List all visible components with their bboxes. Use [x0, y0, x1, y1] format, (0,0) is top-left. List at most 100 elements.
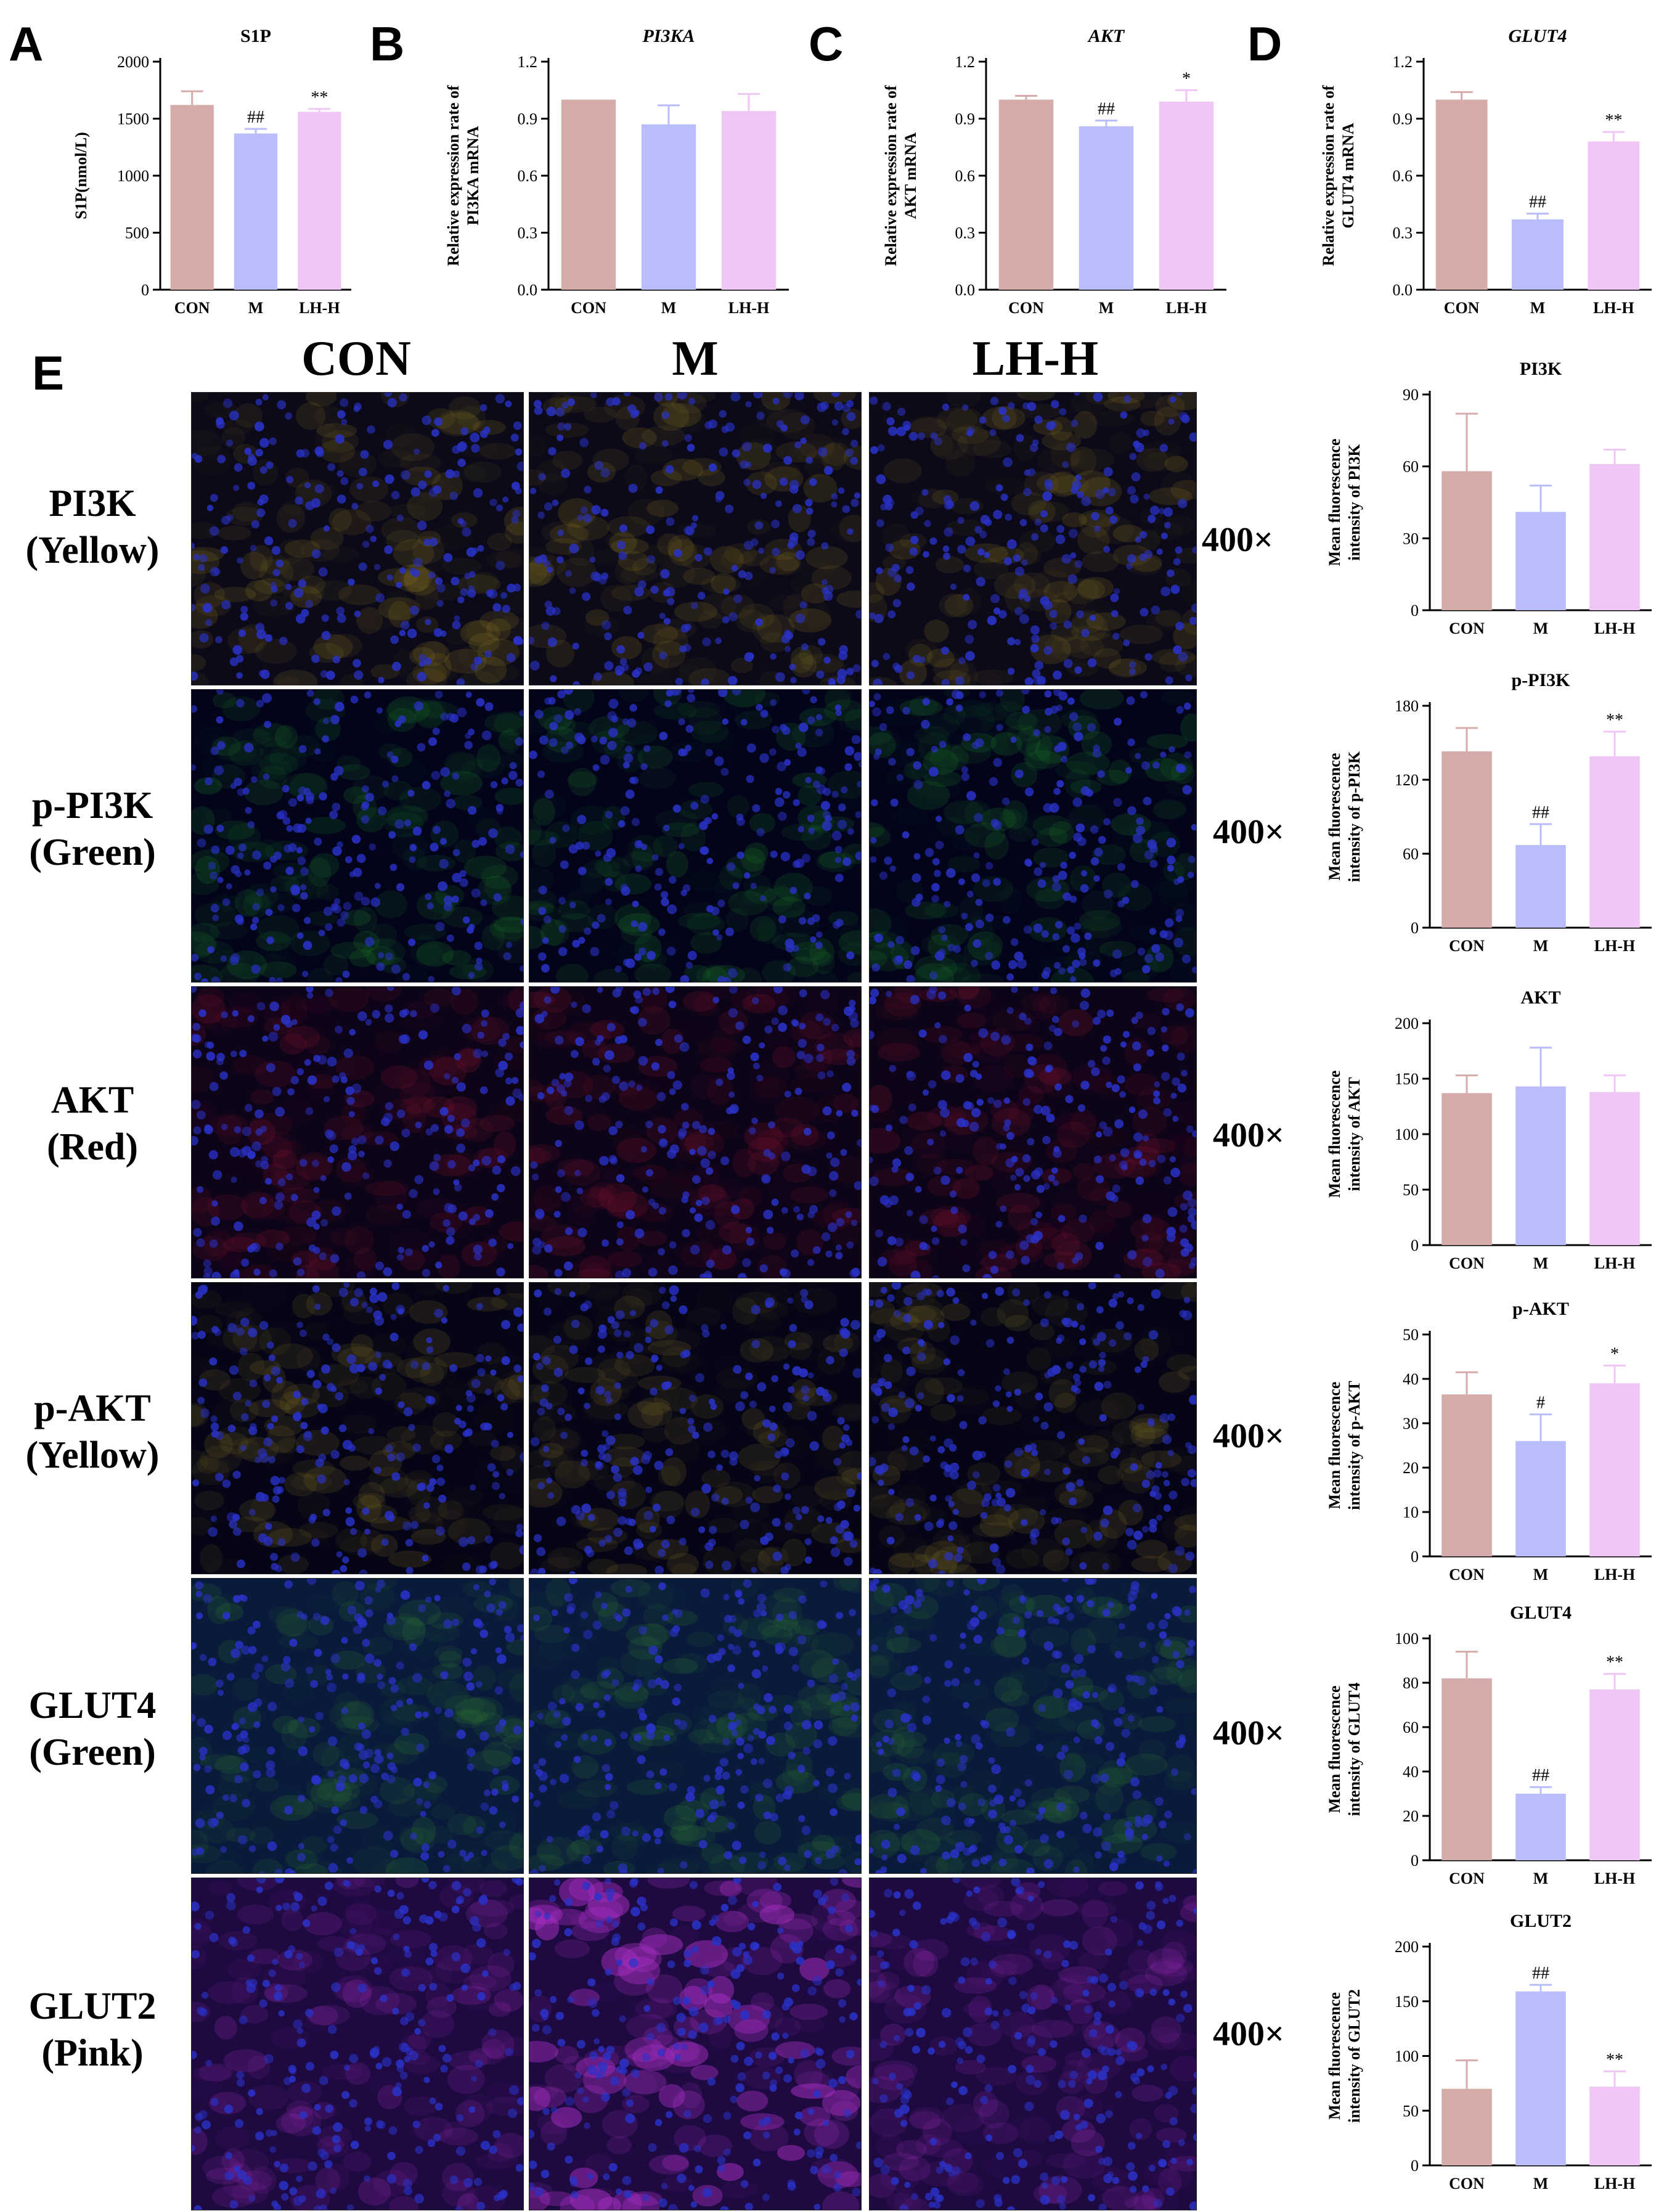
- nucleus: [449, 491, 459, 501]
- tissue-signal: [549, 523, 589, 544]
- nucleus: [818, 447, 828, 457]
- nucleus: [429, 1477, 437, 1486]
- nucleus: [462, 1562, 471, 1571]
- nucleus: [214, 1473, 224, 1482]
- nucleus: [277, 400, 287, 410]
- nucleus: [783, 963, 792, 972]
- tissue-signal: [650, 1177, 694, 1199]
- tissue-signal: [563, 690, 595, 713]
- tissue-signal: [613, 1129, 645, 1155]
- nucleus: [1167, 1413, 1176, 1421]
- tissue-signal: [557, 557, 597, 587]
- tissue-signal: [417, 664, 457, 682]
- tissue-signal: [457, 406, 486, 430]
- y-axis-label: Relative expression rate of: [444, 85, 462, 266]
- nucleus: [593, 672, 602, 681]
- nucleus: [232, 1527, 242, 1536]
- nucleus: [542, 937, 549, 944]
- tissue-signal: [933, 658, 969, 680]
- nucleus: [798, 917, 807, 925]
- nucleus: [778, 915, 786, 923]
- nucleus: [1178, 764, 1187, 774]
- nucleus: [842, 857, 852, 867]
- nucleus: [1153, 1097, 1161, 1105]
- tissue-signal: [1152, 876, 1196, 898]
- nucleus: [565, 1227, 573, 1235]
- nucleus: [1127, 1250, 1137, 1260]
- nucleus: [665, 465, 674, 474]
- nucleus: [769, 566, 776, 574]
- micrograph-texture: [192, 1283, 523, 1574]
- nucleus: [534, 1208, 545, 1219]
- nucleus: [1003, 557, 1012, 566]
- tissue-signal: [222, 696, 261, 722]
- nucleus: [703, 547, 712, 556]
- column-header-m: M: [672, 332, 719, 386]
- nucleus: [263, 1536, 273, 1547]
- nucleus: [1007, 637, 1016, 646]
- nucleus: [700, 795, 709, 804]
- tissue-signal: [629, 734, 671, 754]
- nucleus: [198, 554, 208, 563]
- tissue-signal: [300, 539, 340, 562]
- tissue-signal: [921, 713, 960, 737]
- nucleus: [822, 811, 831, 819]
- tissue-signal: [811, 565, 852, 591]
- nucleus: [410, 1521, 419, 1529]
- nucleus: [736, 817, 745, 827]
- tissue-signal: [279, 1033, 306, 1055]
- tissue-signal: [693, 994, 719, 1016]
- tissue-signal: [1021, 992, 1051, 1012]
- tissue-signal: [411, 1817, 436, 1845]
- nucleus: [1120, 1148, 1130, 1158]
- nucleus: [815, 1013, 824, 1022]
- tissue-signal: [772, 896, 805, 918]
- tissue-signal: [258, 753, 299, 775]
- nucleus: [543, 1460, 551, 1468]
- tissue-signal: [402, 1617, 426, 1647]
- nucleus: [645, 1336, 652, 1344]
- nucleus: [330, 714, 340, 724]
- nucleus: [691, 1121, 701, 1130]
- nucleus: [1148, 1330, 1159, 1340]
- tissue-signal: [358, 1482, 385, 1508]
- tissue-signal: [1079, 1359, 1117, 1375]
- nucleus: [763, 443, 772, 453]
- nucleus: [932, 1275, 939, 1278]
- nucleus: [974, 526, 982, 534]
- nucleus: [590, 735, 598, 743]
- nucleus: [679, 1042, 690, 1052]
- nucleus: [944, 501, 953, 510]
- nucleus: [232, 645, 243, 655]
- nucleus: [1044, 725, 1051, 733]
- nucleus: [262, 1036, 269, 1042]
- nucleus: [340, 1565, 348, 1572]
- tissue-signal: [529, 819, 542, 844]
- nucleus: [271, 1563, 279, 1571]
- nucleus: [599, 737, 608, 745]
- nucleus: [630, 920, 638, 928]
- nucleus: [938, 1035, 947, 1044]
- nucleus: [610, 1465, 619, 1474]
- nucleus: [220, 546, 229, 554]
- nucleus: [630, 1457, 639, 1466]
- nucleus: [655, 486, 663, 494]
- nucleus: [552, 499, 559, 507]
- nucleus: [317, 1474, 327, 1484]
- tissue-signal: [481, 924, 505, 951]
- tissue-signal: [253, 954, 293, 972]
- tissue-signal: [637, 1397, 671, 1416]
- nucleus: [273, 851, 282, 860]
- tissue-signal: [893, 807, 929, 826]
- nucleus: [807, 529, 816, 538]
- nucleus: [391, 964, 401, 974]
- nucleus: [227, 514, 234, 521]
- tissue-signal: [447, 1518, 491, 1545]
- nucleus: [816, 714, 823, 721]
- row-label-glut4: GLUT4 (Green): [28, 1685, 157, 1773]
- nucleus: [307, 1075, 317, 1085]
- nucleus: [1147, 1418, 1155, 1426]
- nucleus: [993, 607, 1001, 615]
- nucleus: [1159, 1413, 1170, 1423]
- tissue-signal: [407, 492, 443, 521]
